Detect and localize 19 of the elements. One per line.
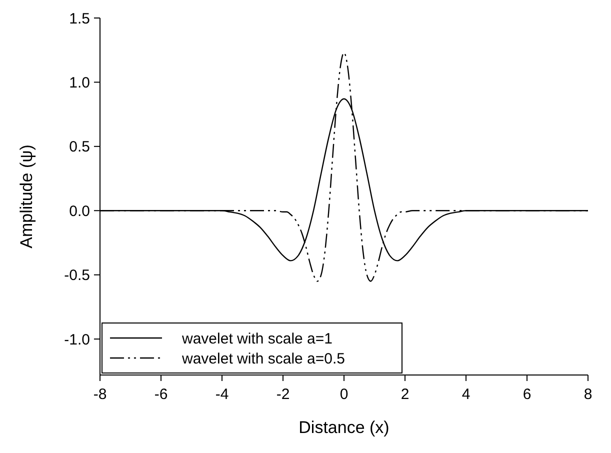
- x-tick-label: 2: [400, 386, 410, 403]
- y-tick-label: -1.0: [64, 331, 90, 348]
- y-tick-label: 1.5: [69, 10, 90, 28]
- y-tick-label: 0.5: [69, 138, 90, 156]
- legend-label: wavelet with scale a=0.5: [181, 350, 346, 368]
- y-tick-label: -0.5: [64, 267, 90, 284]
- x-tick-label: -4: [215, 386, 229, 403]
- y-tick-label: 0.0: [69, 202, 90, 220]
- x-tick-label: 4: [462, 386, 470, 403]
- x-tick-label: 6: [522, 386, 532, 403]
- legend-label: wavelet with scale a=1: [181, 330, 332, 348]
- x-tick-label: -6: [154, 386, 168, 403]
- x-tick-label: 8: [584, 386, 592, 403]
- y-axis-title: Amplitude (ψ): [17, 144, 36, 248]
- x-tick-label: 0: [340, 386, 348, 403]
- x-tick-label: -8: [93, 386, 107, 403]
- x-axis-title: Distance (x): [298, 418, 390, 437]
- x-tick-label: -2: [276, 386, 290, 403]
- y-tick-label: 1.0: [69, 74, 90, 92]
